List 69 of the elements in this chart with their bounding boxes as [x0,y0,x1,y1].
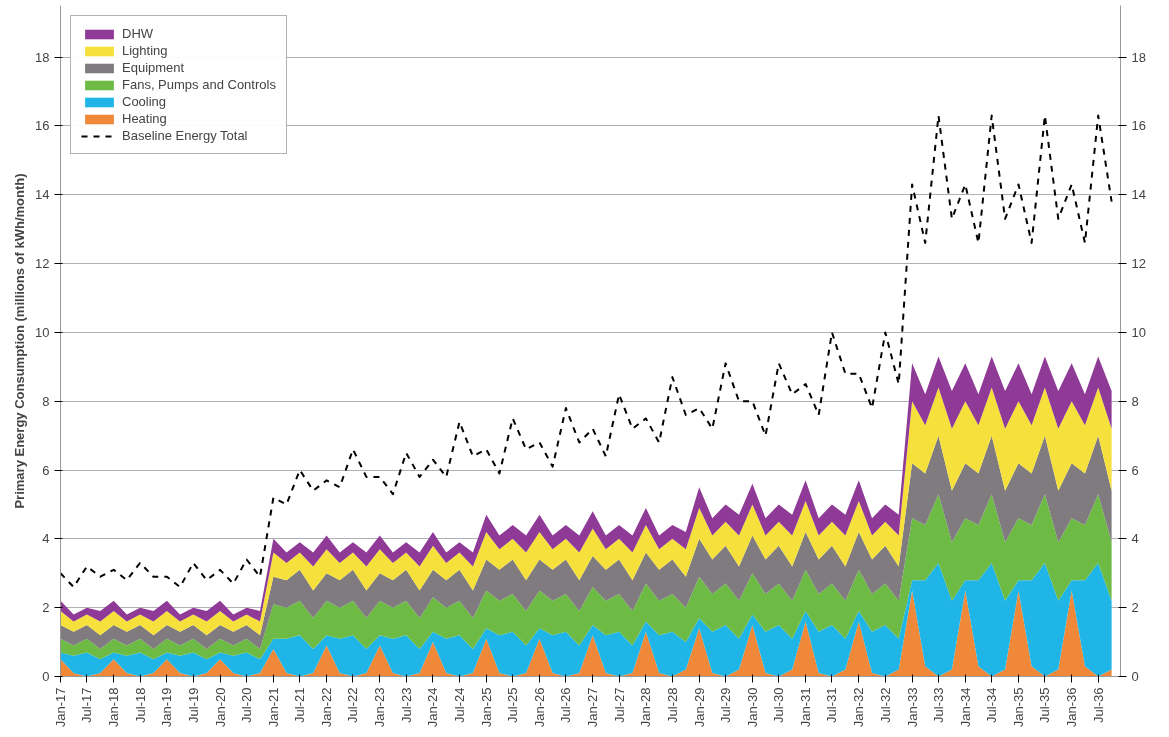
y-axis-title: Primary Energy Consumption (millions of kWh/month) [12,173,28,509]
x-tick-label: Jul-27 [611,687,627,723]
x-tick-label: Jan-24 [425,687,441,728]
x-tick-label: Jul-25 [505,687,521,723]
x-tick-label: Jan-26 [532,687,547,728]
x-tick-label: Jul-22 [345,687,361,723]
y-tick-label: 10 [35,324,50,340]
x-tick-label: Jul-20 [239,687,255,723]
x-tick-label: Jul-17 [79,687,95,723]
y2-tick-label: 12 [1131,256,1146,272]
x-tick-label: Jan-17 [53,687,68,728]
x-tick-label: Jul-19 [185,687,201,723]
x-tick-label: Jul-24 [451,687,467,723]
x-tick-label: Jul-33 [930,687,946,723]
legend-label: Cooling [122,94,167,109]
x-tick-label: Jan-19 [159,687,175,728]
y-tick-label: 14 [35,187,50,203]
line-series [60,114,1113,589]
x-tick-label: Jul-28 [664,687,680,723]
legend-label: DHW [122,26,154,41]
x-tick-label: Jul-30 [771,687,787,723]
y-tick-label: 18 [35,49,50,65]
x-tick-label: Jan-36 [1064,687,1080,728]
y2-tick-label: 0 [1131,669,1139,684]
y-tick-label: 8 [42,393,50,409]
x-tick-label: Jul-35 [1037,687,1053,723]
legend-label: Heating [122,111,167,126]
x-tick-label: Jul-29 [718,687,734,723]
x-tick-label: Jan-23 [372,687,388,728]
legend-label: Equipment [122,60,185,75]
x-tick-label: Jan-34 [957,687,973,728]
x-tick-label: Jul-18 [132,687,148,723]
y2-tick-label: 8 [1131,393,1139,409]
x-tick-label: Jan-35 [1010,687,1026,728]
x-tick-label: Jan-33 [904,687,920,728]
x-tick-label: Jan-21 [265,687,281,728]
legend-label: Baseline Energy Total [122,128,248,143]
legend-label: Lighting [122,43,168,58]
y-tick-label: 16 [35,118,50,134]
y2-tick-label: 10 [1131,324,1146,340]
y2-tick-label: 14 [1131,187,1146,203]
x-tick-label: Jan-27 [585,687,601,728]
x-tick-label: Jan-32 [851,687,867,728]
y-tick-label: 6 [42,462,50,478]
x-tick-label: Jul-32 [877,687,893,723]
x-tick-label: Jan-29 [691,687,707,728]
x-tick-label: Jul-26 [558,687,574,723]
y2-tick-label: 2 [1131,600,1139,616]
y2-tick-label: 4 [1131,531,1139,547]
legend-label: Fans, Pumps and Controls [122,77,276,92]
y-tick-label: 2 [42,600,50,616]
x-tick-label: Jan-31 [798,687,814,728]
y-tick-label: 4 [42,531,50,547]
y2-tick-label: 18 [1131,49,1146,65]
y-tick-label: 0 [42,669,50,684]
y2-tick-label: 6 [1131,462,1139,478]
x-tick-label: Jan-18 [106,687,122,728]
x-tick-label: Jan-30 [744,687,760,728]
x-tick-label: Jan-22 [319,687,335,728]
y2-tick-label: 16 [1131,118,1146,134]
y-tick-label: 12 [35,256,50,272]
x-tick-label: Jan-25 [478,687,494,728]
x-tick-label: Jul-34 [984,687,1000,723]
x-tick-label: Jul-21 [292,687,308,723]
x-tick-label: Jan-20 [212,687,228,728]
x-tick-label: Jul-36 [1090,687,1106,723]
x-tick-label: Jul-31 [824,687,840,723]
x-tick-label: Jan-28 [638,687,654,728]
x-tick-label: Jul-23 [398,687,414,723]
